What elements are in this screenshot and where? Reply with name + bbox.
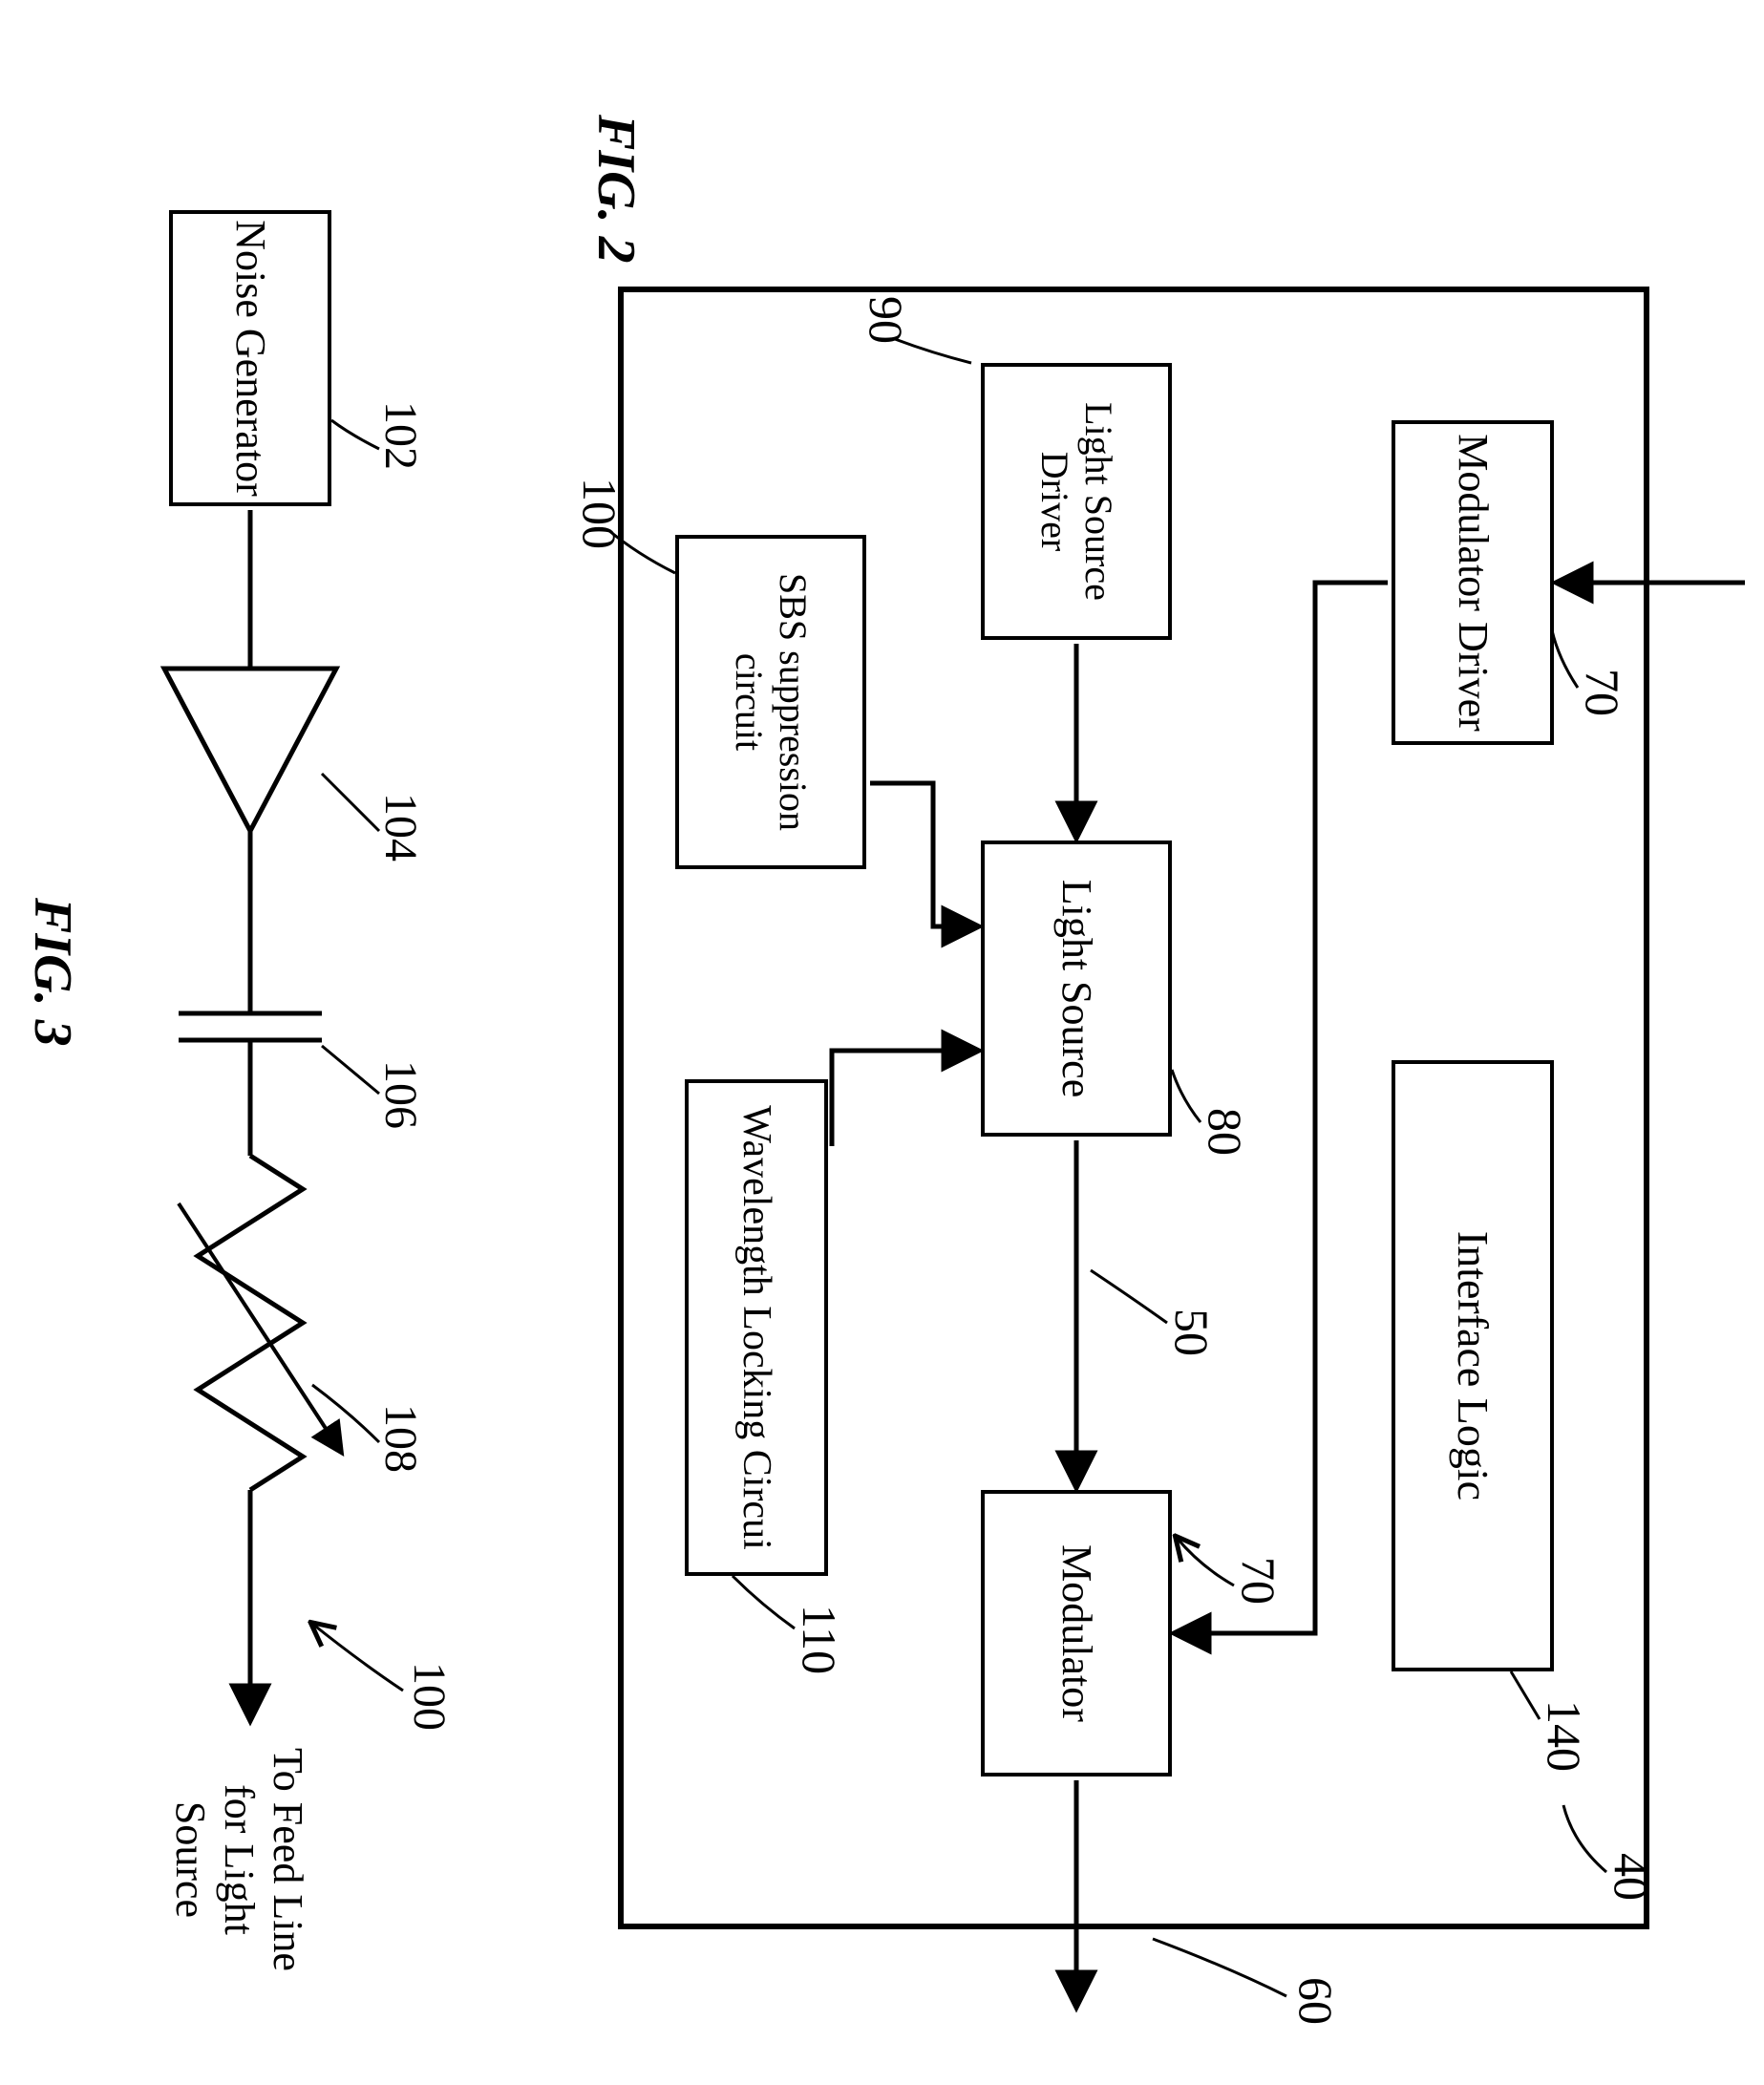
ref-50: 50 xyxy=(1164,1308,1220,1356)
ref3-106: 106 xyxy=(374,1060,427,1129)
lead-60 xyxy=(1153,1939,1286,1996)
lead3-106 xyxy=(322,1046,379,1094)
noise-generator-label: Noise Generator xyxy=(226,220,275,497)
ref-90: 90 xyxy=(859,296,914,344)
modulator-label: Modulator xyxy=(1052,1544,1101,1722)
fig3-title: FIG. 3 xyxy=(22,898,83,1047)
wll-label: Wavelength Locking Circui xyxy=(733,1105,779,1550)
light-source-box: Light Source xyxy=(981,840,1172,1137)
wll-box: Wavelength Locking Circui xyxy=(685,1079,828,1576)
light-source-driver-box: Light Source Driver xyxy=(981,363,1172,640)
modulator-box: Modulator xyxy=(981,1490,1172,1777)
ref3-102: 102 xyxy=(374,401,427,470)
ref3-100: 100 xyxy=(403,1662,456,1731)
ref-40: 40 xyxy=(1604,1853,1659,1901)
fig2-title: FIG. 2 xyxy=(585,115,647,264)
sbs-label: SBS suppression circuit xyxy=(727,539,815,865)
ref-60: 60 xyxy=(1288,1977,1344,2025)
modulator-driver-box: Modulator Driver xyxy=(1392,420,1554,745)
ref-140: 140 xyxy=(1537,1700,1592,1772)
lead3-100 xyxy=(312,1624,403,1691)
lead3-102 xyxy=(331,420,379,449)
ref-100: 100 xyxy=(572,478,627,549)
variable-resistor-arrow xyxy=(179,1203,341,1452)
light-source-label: Light Source xyxy=(1052,880,1101,1098)
lead3-104 xyxy=(322,774,379,831)
ref3-104: 104 xyxy=(374,793,427,862)
amplifier-icon xyxy=(164,669,336,831)
ref3-108: 108 xyxy=(374,1404,427,1473)
light-source-driver-label: Light Source Driver xyxy=(1032,367,1120,636)
interface-logic-label: Interface Logic xyxy=(1448,1231,1498,1500)
ref-80: 80 xyxy=(1198,1108,1253,1156)
ref-70b: 70 xyxy=(1231,1557,1286,1605)
noise-generator-box: Noise Generator xyxy=(169,210,331,506)
resistor-icon xyxy=(198,1156,303,1490)
modulator-driver-label: Modulator Driver xyxy=(1449,434,1498,732)
ref-110: 110 xyxy=(792,1605,847,1674)
ref-70a: 70 xyxy=(1575,669,1630,716)
fig3-out-label: To Feed Line for Light Source xyxy=(166,1748,312,1971)
lead3-108 xyxy=(312,1385,379,1442)
interface-logic-box: Interface Logic xyxy=(1392,1060,1554,1671)
sbs-box: SBS suppression circuit xyxy=(675,535,866,869)
